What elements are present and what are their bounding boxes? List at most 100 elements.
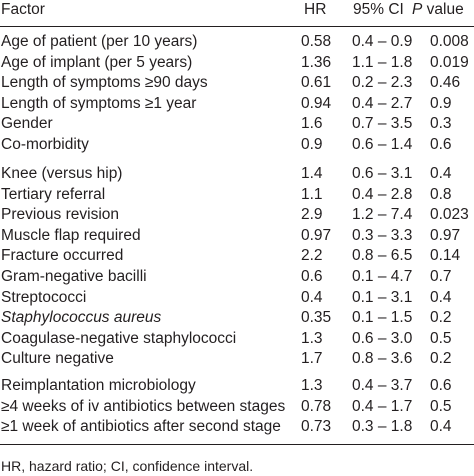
- header-ci: 95% CI: [353, 1, 404, 18]
- p-value-cell: 0.46: [430, 74, 461, 92]
- factor-cell: Tertiary referral: [1, 185, 106, 203]
- ci-cell: 0.6 – 3.1: [352, 165, 413, 182]
- bottom-rule: [0, 444, 474, 445]
- hr-cell: 1.1: [301, 185, 323, 203]
- table-row: Length of symptoms ≥90 days 0.61 0.2 – 2.3…: [0, 73, 474, 93]
- header-p-italic: P: [412, 1, 423, 18]
- p-value-cell: 0.14: [430, 247, 461, 265]
- factor-cell: Previous revision: [1, 206, 120, 224]
- ci-cell: 0.3 – 3.3: [352, 226, 413, 244]
- ci-cell: 0.6 – 3.0: [352, 329, 413, 347]
- hr-cell: 0.9: [301, 136, 323, 153]
- hr-cell: 0.61: [301, 74, 332, 92]
- table-row: Coagulase-negative staphylococci 1.3 0.6 –…: [0, 329, 474, 349]
- factor-cell: ≥1 week of antibiotics after second stag…: [1, 418, 281, 436]
- factor-cell: ≥4 weeks of iv antibiotics between stage…: [1, 397, 286, 415]
- hr-cell: 2.9: [301, 206, 323, 224]
- table-row: Culture negative 1.7 0.8 – 3.6 0.2: [0, 349, 474, 369]
- table-row: Co-morbidity 0.9 0.6 – 1.4 0.6: [0, 135, 474, 155]
- p-value-cell: 0.023: [430, 206, 469, 224]
- table-row: Previous revision 2.9 1.2 – 7.4 0.023: [0, 205, 474, 225]
- factor-cell: Length of symptoms ≥90 days: [1, 74, 208, 92]
- ci-cell: 0.4 – 2.7: [352, 94, 413, 112]
- hr-cell: 0.6: [301, 268, 323, 285]
- header-p-rest: value: [422, 1, 464, 18]
- hr-cell: 0.4: [301, 288, 323, 306]
- factor-cell: Co-morbidity: [1, 136, 89, 153]
- p-value-cell: 0.8: [430, 185, 452, 203]
- factor-cell: Culture negative: [1, 350, 114, 368]
- ci-cell: 0.7 – 3.5: [352, 115, 413, 133]
- factor-cell: Gram-negative bacilli: [1, 268, 147, 285]
- table-row: Streptococci 0.4 0.1 – 3.1 0.4: [0, 288, 474, 308]
- table-footnote: HR, hazard ratio; CI, confidence interva…: [1, 458, 254, 474]
- p-value-cell: 0.9: [430, 94, 452, 112]
- hr-cell: 1.7: [301, 350, 323, 368]
- ci-cell: 0.8 – 6.5: [352, 247, 413, 265]
- factor-cell: Length of symptoms ≥1 year: [1, 94, 197, 112]
- hr-cell: 0.35: [301, 309, 332, 327]
- ci-cell: 0.1 – 4.7: [352, 268, 413, 285]
- p-value-cell: 0.5: [430, 397, 452, 415]
- p-value-cell: 0.3: [430, 115, 452, 133]
- table-row: Gram-negative bacilli 0.6 0.1 – 4.7 0.7: [0, 267, 474, 287]
- ci-cell: 0.8 – 3.6: [352, 350, 413, 368]
- table-row: Fracture occurred 2.2 0.8 – 6.5 0.14: [0, 246, 474, 266]
- header-hr: HR: [304, 1, 327, 18]
- p-value-cell: 0.6: [430, 377, 452, 394]
- ci-cell: 0.4 – 1.7: [352, 397, 413, 415]
- table-row: Muscle flap required 0.97 0.3 – 3.3 0.97: [0, 226, 474, 246]
- ci-cell: 0.4 – 3.7: [352, 377, 413, 394]
- p-value-cell: 0.6: [430, 136, 452, 153]
- ci-cell: 1.2 – 7.4: [352, 206, 413, 224]
- p-value-cell: 0.5: [430, 329, 452, 347]
- header-factor: Factor: [1, 1, 45, 18]
- hr-cell: 2.2: [301, 247, 323, 265]
- factor-cell: Gender: [1, 115, 53, 133]
- factor-cell: Age of implant (per 5 years): [1, 53, 193, 71]
- header-rule: [0, 26, 474, 27]
- ci-cell: 0.2 – 2.3: [352, 74, 413, 92]
- ci-cell: 0.4 – 0.9: [352, 33, 413, 50]
- p-value-cell: 0.2: [430, 350, 452, 368]
- hr-cell: 1.3: [301, 377, 323, 394]
- hr-cell: 1.36: [301, 53, 332, 71]
- table-row: Length of symptoms ≥1 year 0.94 0.4 – 2.7 0…: [0, 94, 474, 114]
- table-row: Knee (versus hip) 1.4 0.6 – 3.1 0.4: [0, 164, 474, 184]
- hr-cell: 0.94: [301, 94, 332, 112]
- p-value-cell: 0.008: [430, 33, 469, 50]
- hr-cell: 0.73: [301, 418, 332, 436]
- ci-cell: 0.3 – 1.8: [352, 418, 413, 436]
- header-p-value: P value: [412, 0, 464, 20]
- hr-cell: 0.58: [301, 33, 332, 50]
- table-row: Staphylococcus aureus 0.35 0.1 – 1.5 0.2: [0, 308, 474, 328]
- factor-cell: Knee (versus hip): [1, 165, 123, 182]
- p-value-cell: 0.97: [430, 226, 461, 244]
- hr-cell: 0.97: [301, 226, 332, 244]
- factor-cell: Reimplantation microbiology: [1, 377, 196, 394]
- factor-cell: Age of patient (per 10 years): [1, 33, 198, 50]
- table-row: Tertiary referral 1.1 0.4 – 2.8 0.8: [0, 185, 474, 205]
- hr-cell: 0.78: [301, 397, 332, 415]
- p-value-cell: 0.2: [430, 309, 452, 327]
- table-row: Reimplantation microbiology 1.3 0.4 – 3.7 0…: [0, 376, 474, 396]
- ci-cell: 0.6 – 1.4: [352, 136, 413, 153]
- p-value-cell: 0.4: [430, 288, 452, 306]
- p-value-cell: 0.4: [430, 418, 452, 436]
- table-row: Gender 1.6 0.7 – 3.5 0.3: [0, 114, 474, 134]
- table-row: Age of implant (per 5 years) 1.36 1.1 – 1.…: [0, 53, 474, 73]
- table-row: ≥1 week of antibiotics after second stag…: [0, 417, 474, 437]
- hr-cell: 1.3: [301, 329, 323, 347]
- factor-cell: Streptococci: [1, 288, 87, 306]
- table-header: Factor HR 95% CI P value: [0, 0, 474, 20]
- hr-cell: 1.4: [301, 165, 323, 182]
- ci-cell: 0.1 – 1.5: [352, 309, 413, 327]
- ci-cell: 0.1 – 3.1: [352, 288, 413, 306]
- hr-cell: 1.6: [301, 115, 323, 133]
- p-value-cell: 0.4: [430, 165, 452, 182]
- p-value-cell: 0.019: [430, 53, 469, 71]
- factor-cell: Muscle flap required: [1, 226, 141, 244]
- factor-cell: Staphylococcus aureus: [1, 309, 162, 327]
- p-value-cell: 0.7: [430, 268, 452, 285]
